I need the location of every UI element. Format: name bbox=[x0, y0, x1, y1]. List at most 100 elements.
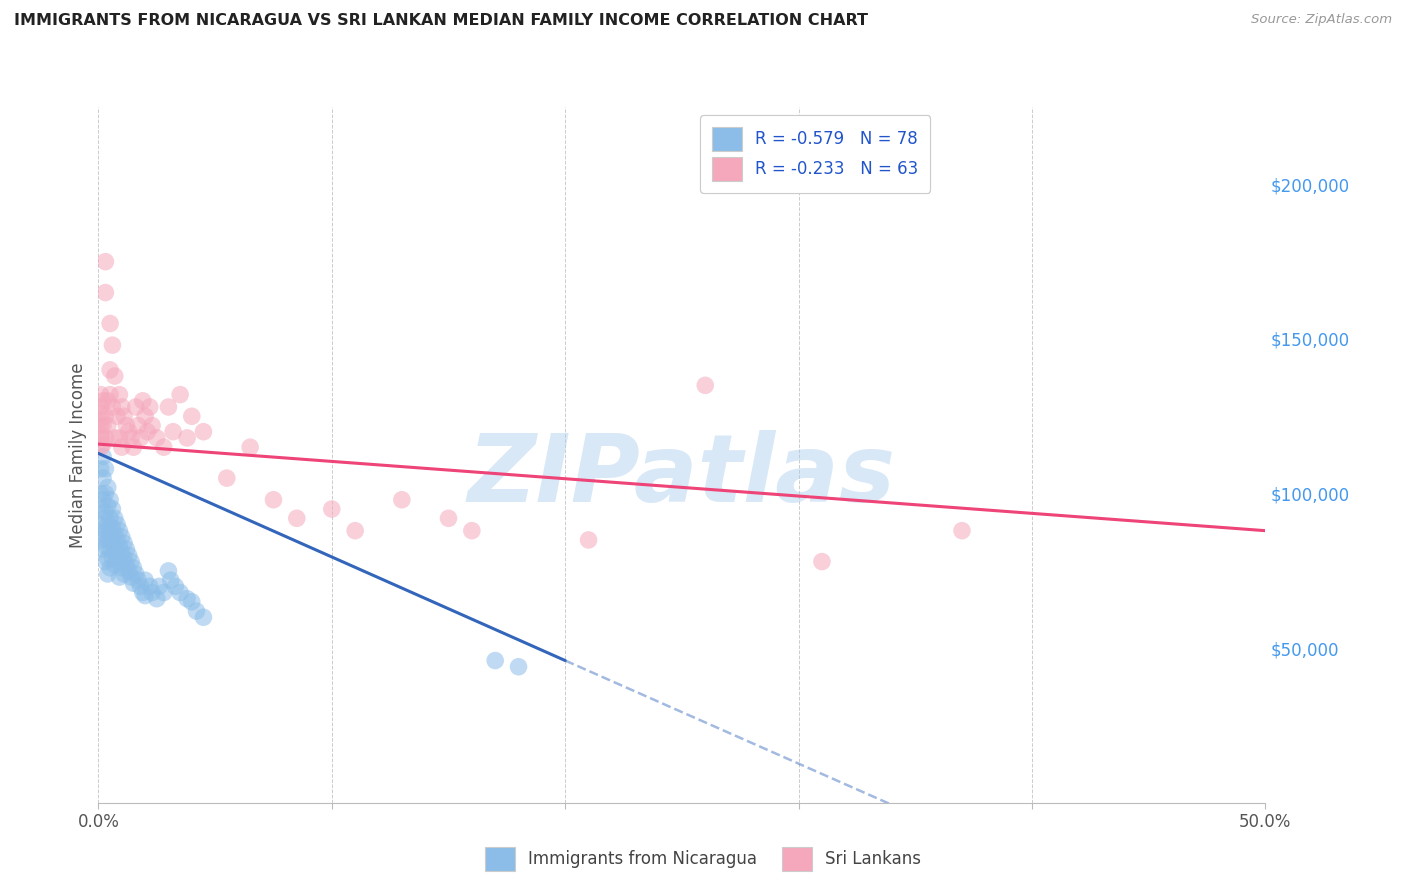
Point bbox=[101, 551, 124, 566]
Point bbox=[108, 555, 131, 569]
Point bbox=[115, 558, 138, 572]
Point bbox=[90, 517, 112, 532]
Point bbox=[98, 492, 121, 507]
Point bbox=[97, 533, 120, 547]
Point bbox=[157, 400, 180, 414]
Point bbox=[122, 440, 145, 454]
Point bbox=[94, 539, 117, 553]
Point bbox=[98, 387, 121, 401]
Point bbox=[811, 555, 834, 569]
Point bbox=[98, 511, 121, 525]
Point bbox=[111, 440, 134, 454]
Point bbox=[108, 387, 131, 401]
Point bbox=[104, 542, 127, 557]
Point bbox=[90, 462, 112, 476]
Point bbox=[104, 369, 127, 384]
Point bbox=[437, 511, 460, 525]
Point bbox=[97, 418, 120, 433]
Point bbox=[127, 418, 149, 433]
Point bbox=[122, 576, 145, 591]
Point bbox=[94, 431, 117, 445]
Point bbox=[112, 551, 135, 566]
Point bbox=[104, 511, 127, 525]
Point bbox=[146, 591, 169, 606]
Point bbox=[118, 564, 141, 578]
Point bbox=[91, 471, 114, 485]
Point bbox=[136, 425, 159, 439]
Point bbox=[90, 533, 112, 547]
Point bbox=[90, 486, 112, 500]
Point bbox=[94, 555, 117, 569]
Point bbox=[91, 437, 114, 451]
Point bbox=[90, 502, 112, 516]
Point bbox=[90, 427, 112, 442]
Point bbox=[159, 573, 181, 587]
Point bbox=[97, 393, 120, 408]
Point bbox=[105, 533, 128, 547]
Text: Source: ZipAtlas.com: Source: ZipAtlas.com bbox=[1251, 13, 1392, 27]
Point bbox=[152, 585, 174, 599]
Point bbox=[108, 524, 131, 538]
Point bbox=[91, 450, 114, 464]
Point bbox=[97, 499, 120, 513]
Point bbox=[105, 517, 128, 532]
Point bbox=[98, 561, 121, 575]
Point bbox=[125, 400, 148, 414]
Point bbox=[139, 400, 162, 414]
Point bbox=[97, 480, 120, 494]
Point bbox=[157, 564, 180, 578]
Point bbox=[90, 400, 112, 414]
Point bbox=[695, 378, 717, 392]
Point bbox=[101, 520, 124, 534]
Point bbox=[120, 555, 142, 569]
Point bbox=[91, 542, 114, 557]
Point bbox=[115, 418, 138, 433]
Point bbox=[90, 387, 112, 401]
Point bbox=[101, 536, 124, 550]
Point bbox=[176, 591, 198, 606]
Point bbox=[111, 530, 134, 544]
Point bbox=[321, 502, 343, 516]
Point bbox=[94, 524, 117, 538]
Point bbox=[344, 524, 367, 538]
Point bbox=[94, 462, 117, 476]
Point bbox=[98, 363, 121, 377]
Point bbox=[461, 524, 484, 538]
Point bbox=[111, 400, 134, 414]
Point bbox=[104, 431, 127, 445]
Point bbox=[98, 317, 121, 331]
Point bbox=[169, 585, 191, 599]
Point bbox=[141, 585, 163, 599]
Point bbox=[90, 406, 112, 420]
Point bbox=[98, 526, 121, 541]
Point bbox=[111, 545, 134, 559]
Point bbox=[91, 511, 114, 525]
Point bbox=[118, 549, 141, 563]
Point bbox=[180, 409, 202, 424]
Point bbox=[141, 418, 163, 433]
Point bbox=[215, 471, 238, 485]
Point bbox=[578, 533, 600, 547]
Point bbox=[139, 579, 162, 593]
Point bbox=[97, 551, 120, 566]
Point bbox=[91, 492, 114, 507]
Point bbox=[112, 409, 135, 424]
Point bbox=[193, 425, 215, 439]
Y-axis label: Median Family Income: Median Family Income bbox=[69, 362, 87, 548]
Point bbox=[186, 604, 208, 618]
Point bbox=[91, 418, 114, 433]
Point bbox=[262, 492, 284, 507]
Point bbox=[169, 387, 191, 401]
Point bbox=[112, 536, 135, 550]
Point bbox=[105, 409, 128, 424]
Point bbox=[90, 431, 112, 445]
Point bbox=[125, 566, 148, 581]
Point bbox=[132, 585, 155, 599]
Point bbox=[285, 511, 308, 525]
Text: IMMIGRANTS FROM NICARAGUA VS SRI LANKAN MEDIAN FAMILY INCOME CORRELATION CHART: IMMIGRANTS FROM NICARAGUA VS SRI LANKAN … bbox=[14, 13, 868, 29]
Point bbox=[97, 566, 120, 581]
Point bbox=[108, 570, 131, 584]
Point bbox=[94, 486, 117, 500]
Point bbox=[98, 542, 121, 557]
Point bbox=[94, 409, 117, 424]
